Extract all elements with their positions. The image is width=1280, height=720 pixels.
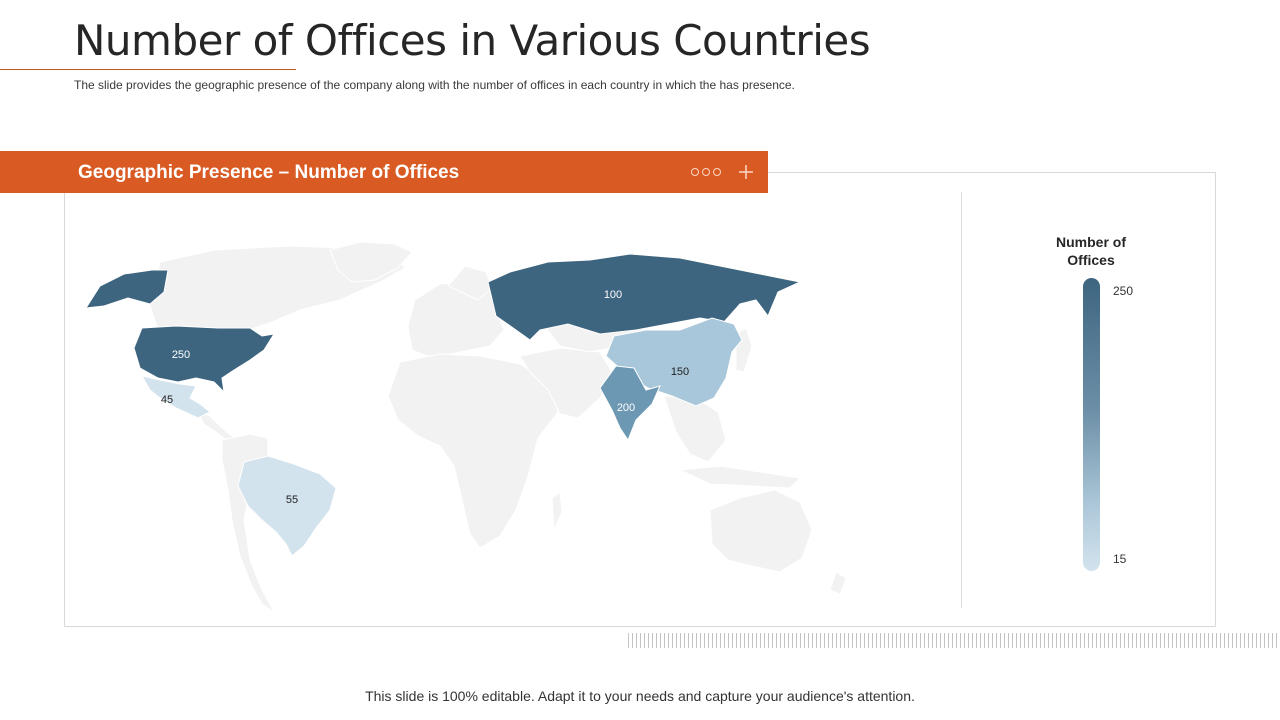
country-regions (85, 253, 802, 557)
region-brazil (237, 455, 337, 557)
region-value-labels: 250 45 55 100 150 200 (161, 289, 689, 506)
legend-min-label: 15 (1113, 552, 1127, 566)
slide-title: Number of Offices in Various Countries (74, 16, 871, 65)
land-africa (387, 353, 559, 549)
label-india: 200 (617, 402, 635, 414)
decorative-stripes (628, 633, 1280, 648)
land-greenland (329, 241, 413, 283)
title-underline (0, 69, 296, 70)
region-alaska (85, 269, 169, 309)
legend-gradient-bar (1083, 278, 1100, 571)
three-dots-icon[interactable] (691, 168, 721, 176)
land-indonesia (678, 465, 802, 489)
land-europe (407, 281, 505, 359)
land-new-zealand (829, 571, 847, 595)
banner-title: Geographic Presence – Number of Offices (78, 162, 460, 183)
land-madagascar (551, 491, 563, 531)
label-brazil: 55 (286, 494, 298, 506)
label-mexico: 45 (161, 394, 173, 406)
panel-banner: Geographic Presence – Number of Offices (0, 151, 768, 193)
land-scandinavia (447, 265, 493, 301)
land-australia (709, 489, 813, 573)
slide-subtitle: The slide provides the geographic presen… (74, 78, 795, 92)
legend-divider (961, 192, 962, 608)
label-china: 150 (671, 366, 689, 378)
region-india (599, 365, 661, 442)
label-united-states: 250 (172, 349, 190, 361)
legend-title-line1: Number of (1056, 234, 1126, 250)
region-united-states (133, 325, 276, 394)
land-south-america (221, 433, 275, 613)
world-map: 250 45 55 100 150 200 (85, 241, 847, 613)
legend-max-label: 250 (1113, 284, 1134, 298)
label-russia: 100 (604, 289, 622, 301)
region-mexico (141, 375, 211, 419)
legend-title: Number of Offices (1040, 233, 1142, 269)
legend-title-line2: Offices (1067, 252, 1115, 268)
plus-icon[interactable] (738, 164, 754, 180)
footer-note: This slide is 100% editable. Adapt it to… (365, 688, 915, 704)
region-russia (487, 253, 802, 341)
